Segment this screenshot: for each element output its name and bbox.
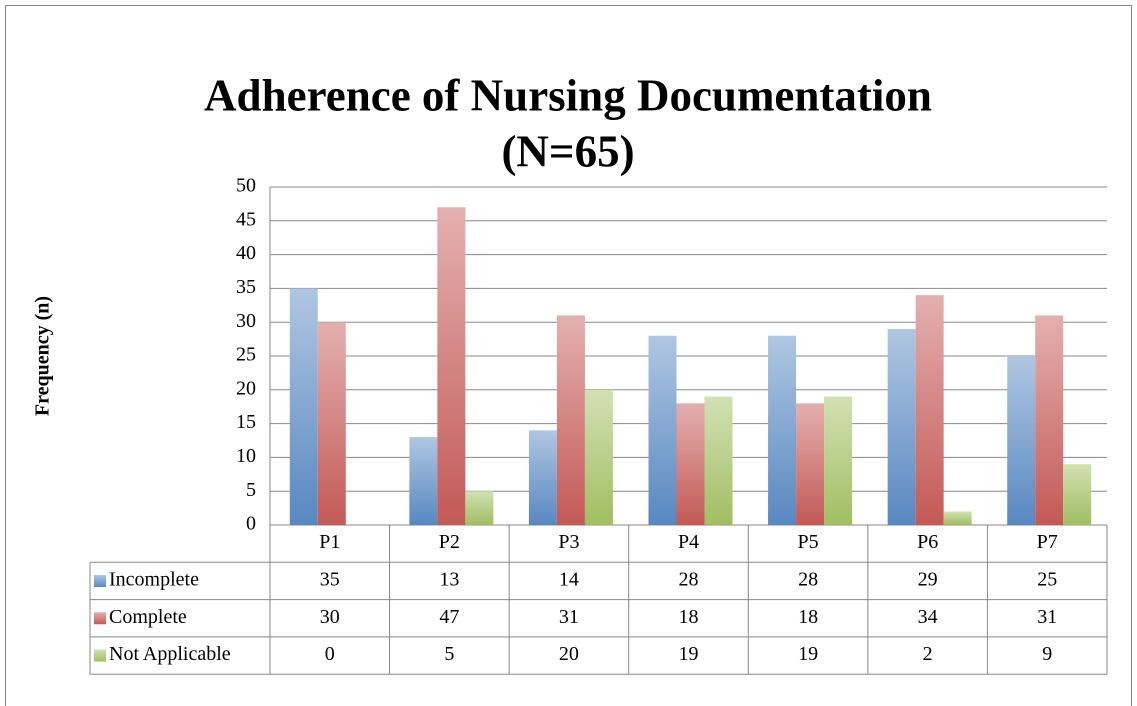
- table-value: 31: [559, 606, 579, 628]
- chart-subtitle: (N=65): [501, 126, 634, 176]
- y-tick-label: 40: [236, 242, 256, 264]
- legend-label: Not Applicable: [109, 643, 231, 665]
- bar: [556, 315, 585, 525]
- table-value: 13: [439, 569, 459, 591]
- bar: [704, 396, 733, 525]
- bar: [584, 389, 613, 525]
- bar: [887, 328, 916, 525]
- table-value: 0: [325, 643, 335, 665]
- y-tick-label: 10: [236, 445, 256, 467]
- table-value: 2: [923, 643, 933, 665]
- y-tick-label: 25: [236, 344, 256, 366]
- table-value: 34: [918, 606, 938, 628]
- table-value: 30: [320, 606, 340, 628]
- bar: [409, 437, 438, 525]
- table-value: 47: [439, 606, 459, 628]
- y-tick-label: 5: [246, 479, 256, 501]
- bar: [796, 403, 825, 525]
- x-tick-label: P1: [319, 531, 340, 553]
- bar: [648, 335, 677, 525]
- bar: [317, 322, 346, 525]
- bar: [437, 207, 466, 525]
- table-value: 28: [798, 569, 818, 591]
- legend-label: Complete: [109, 606, 187, 628]
- chart-title: Adherence of Nursing Documentation: [204, 70, 932, 120]
- bar: [768, 335, 797, 525]
- y-tick-label: 30: [236, 310, 256, 332]
- x-tick-label: P3: [558, 531, 579, 553]
- x-tick-label: P6: [917, 531, 938, 553]
- table-value: 28: [679, 569, 699, 591]
- legend-label: Incomplete: [109, 569, 199, 591]
- bar: [528, 430, 557, 525]
- chart-border: [5, 5, 1132, 706]
- table-value: 19: [679, 643, 699, 665]
- table-value: 5: [444, 643, 454, 665]
- x-tick-label: P5: [798, 531, 819, 553]
- bar: [289, 288, 318, 525]
- bar: [824, 396, 853, 525]
- table-value: 9: [1042, 643, 1052, 665]
- y-tick-label: 15: [236, 411, 256, 433]
- legend-key: [94, 574, 106, 587]
- y-axis-label: Frequency (n): [32, 296, 54, 416]
- table-value: 18: [679, 606, 699, 628]
- bar: [943, 511, 972, 525]
- table-value: 19: [798, 643, 818, 665]
- bar: [1007, 356, 1036, 525]
- table-value: 25: [1037, 569, 1057, 591]
- bar: [1035, 315, 1064, 525]
- legend-key: [94, 649, 106, 662]
- table-value: 20: [559, 643, 579, 665]
- table-value: 29: [918, 569, 938, 591]
- table-value: 18: [798, 606, 818, 628]
- table-value: 14: [559, 569, 579, 591]
- bar: [676, 403, 705, 525]
- y-tick-label: 50: [236, 175, 256, 197]
- x-tick-label: P7: [1037, 531, 1058, 553]
- x-tick-label: P2: [439, 531, 460, 553]
- y-tick-label: 35: [236, 276, 256, 298]
- x-tick-label: P4: [678, 531, 699, 553]
- y-tick-label: 20: [236, 377, 256, 399]
- bar: [1063, 464, 1092, 525]
- y-tick-label: 45: [236, 208, 256, 230]
- legend-key: [94, 612, 106, 625]
- bar: [465, 491, 494, 525]
- bar: [915, 295, 944, 525]
- table-value: 35: [320, 569, 340, 591]
- y-tick-label: 0: [246, 513, 256, 535]
- table-value: 31: [1037, 606, 1057, 628]
